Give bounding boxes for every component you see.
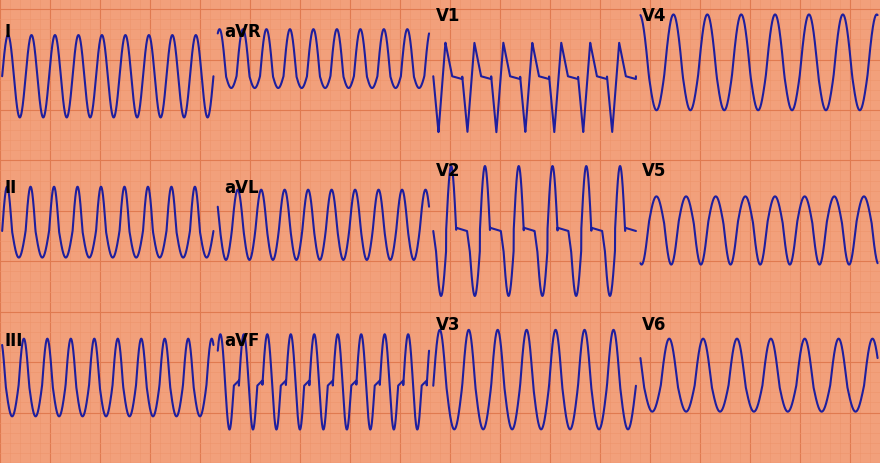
Text: V3: V3 [436, 315, 460, 333]
Text: V1: V1 [436, 7, 460, 25]
Text: V6: V6 [642, 315, 667, 333]
Text: II: II [4, 178, 17, 196]
Text: aVL: aVL [224, 178, 259, 196]
Text: V4: V4 [642, 7, 667, 25]
Text: I: I [4, 23, 11, 41]
Text: III: III [4, 331, 23, 349]
Text: V5: V5 [642, 162, 667, 180]
Text: aVR: aVR [224, 23, 261, 41]
Text: aVF: aVF [224, 331, 260, 349]
Text: V2: V2 [436, 162, 460, 180]
